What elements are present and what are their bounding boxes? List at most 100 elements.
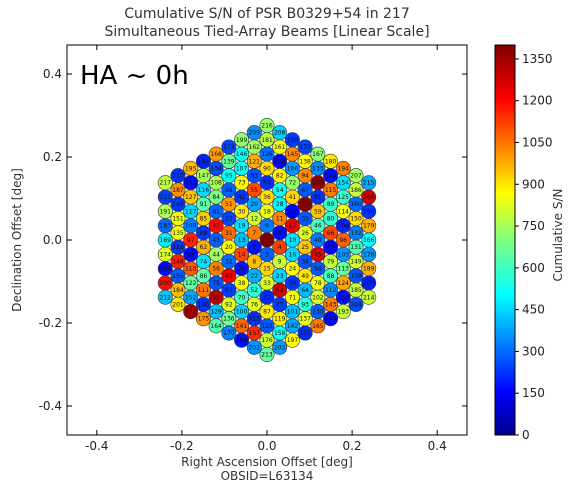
beam-label: 201: [172, 301, 184, 308]
beam-label: 22: [250, 273, 258, 280]
beam-label: 59: [314, 208, 322, 215]
beam-label: 5: [278, 230, 282, 237]
beam-label: 76: [250, 301, 258, 308]
beam-label: 71: [289, 294, 297, 301]
y-tick-label: -0.4: [39, 399, 62, 413]
beam-label: 164: [210, 323, 222, 330]
colorbar-tick-label: 300: [522, 344, 545, 358]
beam-label: 128: [172, 244, 184, 251]
beam-label: 40: [314, 237, 322, 244]
beam-circle: [272, 339, 288, 355]
beam-label: 73: [238, 180, 246, 187]
y-tick-label: 0.2: [43, 150, 62, 164]
beam-label: 147: [198, 173, 210, 180]
beam-label: 135: [172, 230, 184, 237]
beam-label: 13: [238, 237, 246, 244]
beam-circle: [234, 132, 250, 148]
beam-label: 162: [249, 144, 261, 151]
beam-circle: [323, 311, 339, 327]
beam-circle: [361, 175, 377, 191]
colorbar-tick-label: 1050: [522, 136, 553, 150]
beam-label: 79: [327, 258, 335, 265]
beam-label: 191: [160, 208, 172, 215]
colorbar-tick-label: 900: [522, 177, 545, 191]
beam-label: 1: [265, 237, 269, 244]
beam-label: 103: [338, 251, 350, 258]
obsid-footer: OBSID=L63134: [221, 469, 314, 483]
beam-label: 148: [172, 258, 184, 265]
beam-label: 113: [338, 266, 350, 273]
beam-label: 172: [299, 144, 311, 151]
beam-label: 126: [261, 151, 273, 158]
beam-label: 125: [338, 194, 350, 201]
beam-label: 171: [299, 330, 311, 337]
beam-label: 189: [363, 266, 375, 273]
beam-label: 74: [200, 258, 208, 265]
beam-label: 4: [278, 244, 282, 251]
beam-label: 208: [274, 130, 286, 137]
beam-label: 202: [249, 344, 261, 351]
beam-label: 175: [198, 316, 210, 323]
beam-circle: [157, 289, 173, 305]
beam-label: 116: [198, 187, 210, 194]
beam-label: 28: [276, 201, 284, 208]
beam-label: 87: [263, 309, 271, 316]
beam-label: 104: [338, 223, 350, 230]
beam-label: 11: [276, 216, 284, 223]
beam-label: 47: [212, 223, 220, 230]
beam-label: 203: [274, 344, 286, 351]
beam-label: 35: [301, 216, 309, 223]
beam-circle: [170, 296, 186, 312]
beam-circle: [297, 139, 313, 155]
beam-label: 133: [312, 165, 324, 172]
beam-circle: [310, 318, 326, 334]
beam-circle: [323, 153, 339, 169]
beam-label: 82: [276, 173, 284, 180]
beam-label: 142: [287, 323, 299, 330]
beam-label: 92: [225, 301, 233, 308]
beam-label: 66: [327, 230, 335, 237]
beam-label: 154: [338, 180, 350, 187]
beam-label: 146: [236, 151, 248, 158]
beam-label: 21: [238, 266, 246, 273]
beam-label: 205: [363, 280, 375, 287]
chart-subtitle: Simultaneous Tied-Array Beams [Linear Sc…: [104, 24, 429, 40]
beam-label: 63: [225, 287, 233, 294]
beam-label: 41: [289, 194, 297, 201]
beam-circle: [234, 332, 250, 348]
beam-label: 34: [301, 258, 309, 265]
beam-label: 193: [338, 309, 350, 316]
beam-label: 94: [301, 173, 309, 180]
beam-label: 20: [225, 244, 233, 251]
x-axis-label: Right Ascension Offset [deg]: [181, 455, 353, 469]
beam-label: 46: [314, 223, 322, 230]
beam-label: 211: [160, 194, 172, 201]
y-axis-label: Declination Offset [deg]: [10, 168, 24, 312]
beam-label: 115: [325, 187, 337, 194]
beam-label: 77: [276, 301, 284, 308]
beam-label: 44: [212, 251, 220, 258]
beam-circle: [221, 325, 237, 341]
beam-label: 168: [210, 151, 222, 158]
chart-title: Cumulative S/N of PSR B0329+54 in 217: [124, 6, 410, 22]
beam-label: 61: [212, 208, 220, 215]
beam-label: 180: [325, 158, 337, 165]
beam-label: 99: [212, 294, 220, 301]
beam-circle: [246, 339, 262, 355]
beam-label: 50: [301, 201, 309, 208]
beam-label: 70: [238, 294, 246, 301]
colorbar-tick-label: 1200: [522, 94, 553, 108]
beam-label: 169: [160, 237, 172, 244]
beam-label: 174: [160, 251, 172, 258]
beam-label: 130: [312, 309, 324, 316]
beam-label: 144: [325, 173, 337, 180]
beam-label: 117: [185, 208, 197, 215]
beam-label: 83: [250, 173, 258, 180]
x-tick-label: 0.2: [343, 439, 362, 453]
colorbar: [494, 44, 516, 436]
beam-label: 112: [325, 287, 337, 294]
colorbar-tick-label: 450: [522, 303, 545, 317]
beam-label: 48: [225, 273, 233, 280]
colorbar-tick-label: 750: [522, 219, 545, 233]
